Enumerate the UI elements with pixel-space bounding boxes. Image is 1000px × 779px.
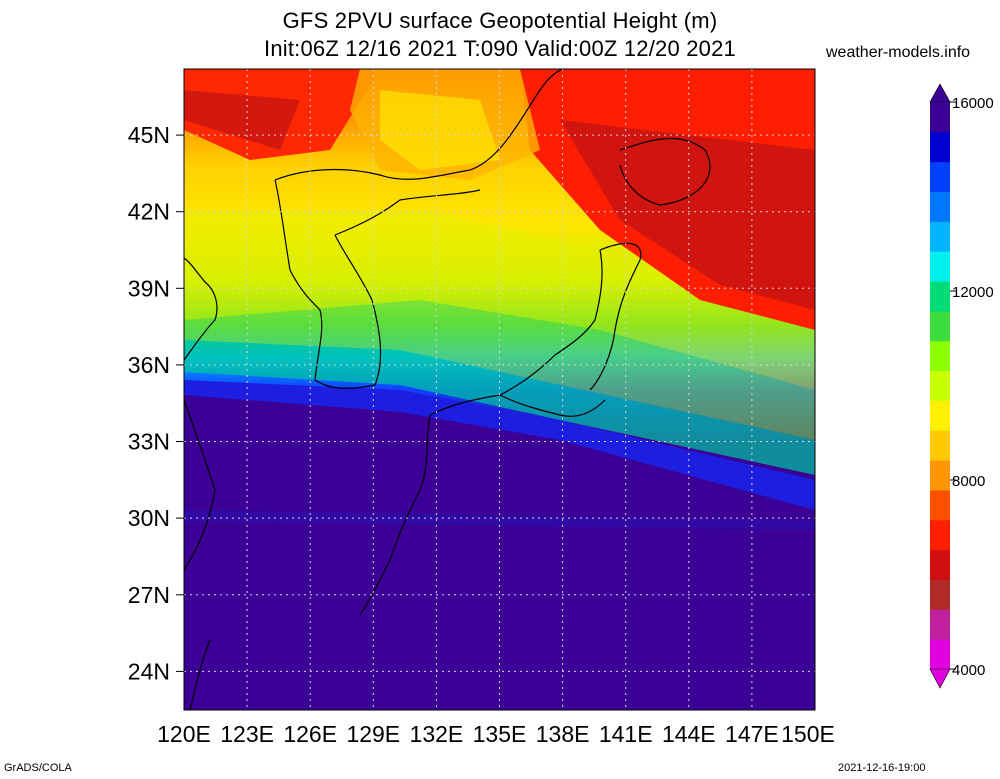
lon-label-129e: 129E [346,721,400,747]
colorbar-segment [930,281,950,312]
coastlines [184,69,711,710]
colorbar-label-16000: 16000 [952,95,994,112]
lat-label-27n: 27N [128,582,170,608]
colorbar-segment [930,579,950,610]
colorbar-segment [930,549,950,580]
colorbar-segment [930,609,950,640]
lon-label-141e: 141E [599,721,653,747]
colorbar-segment [930,251,950,282]
footer-left: GrADS/COLA [4,762,72,774]
colorbar-label-8000: 8000 [952,473,985,490]
colorbar-segment [930,102,950,133]
lon-label-135e: 135E [473,721,527,747]
lat-label-36n: 36N [128,352,170,378]
lat-axis: 45N 42N 39N 36N 33N 30N 27N 24N [128,122,184,684]
colorbar-segments [930,102,950,670]
colorbar-segment [930,161,950,193]
colorbar-segment [930,131,950,163]
lat-label-39n: 39N [128,275,170,301]
colorbar-segment [930,370,950,401]
lon-axis: 120E 123E 126E 129E 132E 135E 138E 141E … [157,721,835,747]
plot-frame [183,68,816,711]
colorbar-segment [930,310,950,342]
lat-label-45n: 45N [128,122,170,148]
lat-label-30n: 30N [128,505,170,531]
lon-label-120e: 120E [157,721,211,747]
lon-label-147e: 147E [725,721,779,747]
colorbar-segment [930,639,950,670]
colorbar-segment [930,221,950,252]
colorbar-segment [930,460,950,491]
lon-label-138e: 138E [536,721,590,747]
colorbar-label-4000: 4000 [952,662,985,679]
colorbar-segment [930,519,950,551]
colorbar-segment [930,489,950,521]
colorbar-segment [930,340,950,372]
colorbar-segment [930,400,950,431]
lat-label-42n: 42N [128,199,170,225]
colorbar-segment [930,430,950,461]
lon-label-150e: 150E [781,721,835,747]
colorbar: 16000 12000 8000 4000 [929,83,994,689]
chart-title: GFS 2PVU surface Geopotential Height (m) [282,8,718,33]
footer-right: 2021-12-16-19:00 [838,762,926,774]
colorbar-segment [930,191,950,222]
height-field [184,69,815,710]
lon-label-144e: 144E [662,721,716,747]
lat-label-24n: 24N [128,658,170,684]
colorbar-arrow-top [929,83,951,103]
lon-label-123e: 123E [220,721,274,747]
chart-subtitle: Init:06Z 12/16 2021 T:090 Valid:00Z 12/2… [264,36,736,61]
site-label: weather-models.info [826,44,971,61]
lat-label-33n: 33N [128,429,170,455]
lon-label-126e: 126E [283,721,337,747]
lon-label-132e: 132E [410,721,464,747]
gridlines [184,69,815,710]
colorbar-arrow-bottom [929,668,951,689]
colorbar-label-12000: 12000 [952,284,994,301]
